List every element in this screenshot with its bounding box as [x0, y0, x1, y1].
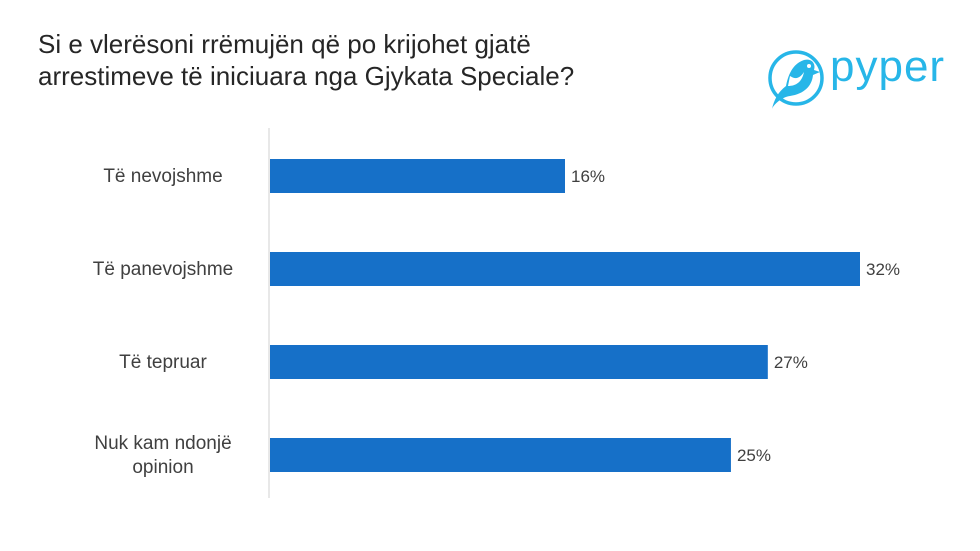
pyper-logo: pyper: [768, 42, 958, 116]
bar-1: [270, 159, 565, 193]
chart-title: Si e vlerësoni rrëmujën që po krijohet g…: [38, 28, 574, 92]
category-label-3: Të tepruar: [119, 352, 207, 373]
category-label-4: Nuk kam ndonjë opinion: [94, 433, 231, 478]
value-label-1: 16%: [571, 167, 605, 186]
category-label-1: Të nevojshme: [103, 166, 222, 187]
bar-3: [270, 345, 768, 379]
bird-icon: [768, 50, 824, 109]
chart-title-line-1: Si e vlerësoni rrëmujën që po krijohet g…: [38, 29, 531, 59]
value-label-4: 25%: [737, 446, 771, 465]
category-label-2: Të panevojshme: [93, 259, 233, 280]
bar-2: [270, 252, 860, 286]
logo-text: pyper: [830, 42, 946, 91]
bar-4: [270, 438, 731, 472]
chart-title-line-2: arrestimeve të iniciuara nga Gjykata Spe…: [38, 61, 575, 91]
value-label-3: 27%: [774, 353, 808, 372]
value-label-2: 32%: [866, 260, 900, 279]
